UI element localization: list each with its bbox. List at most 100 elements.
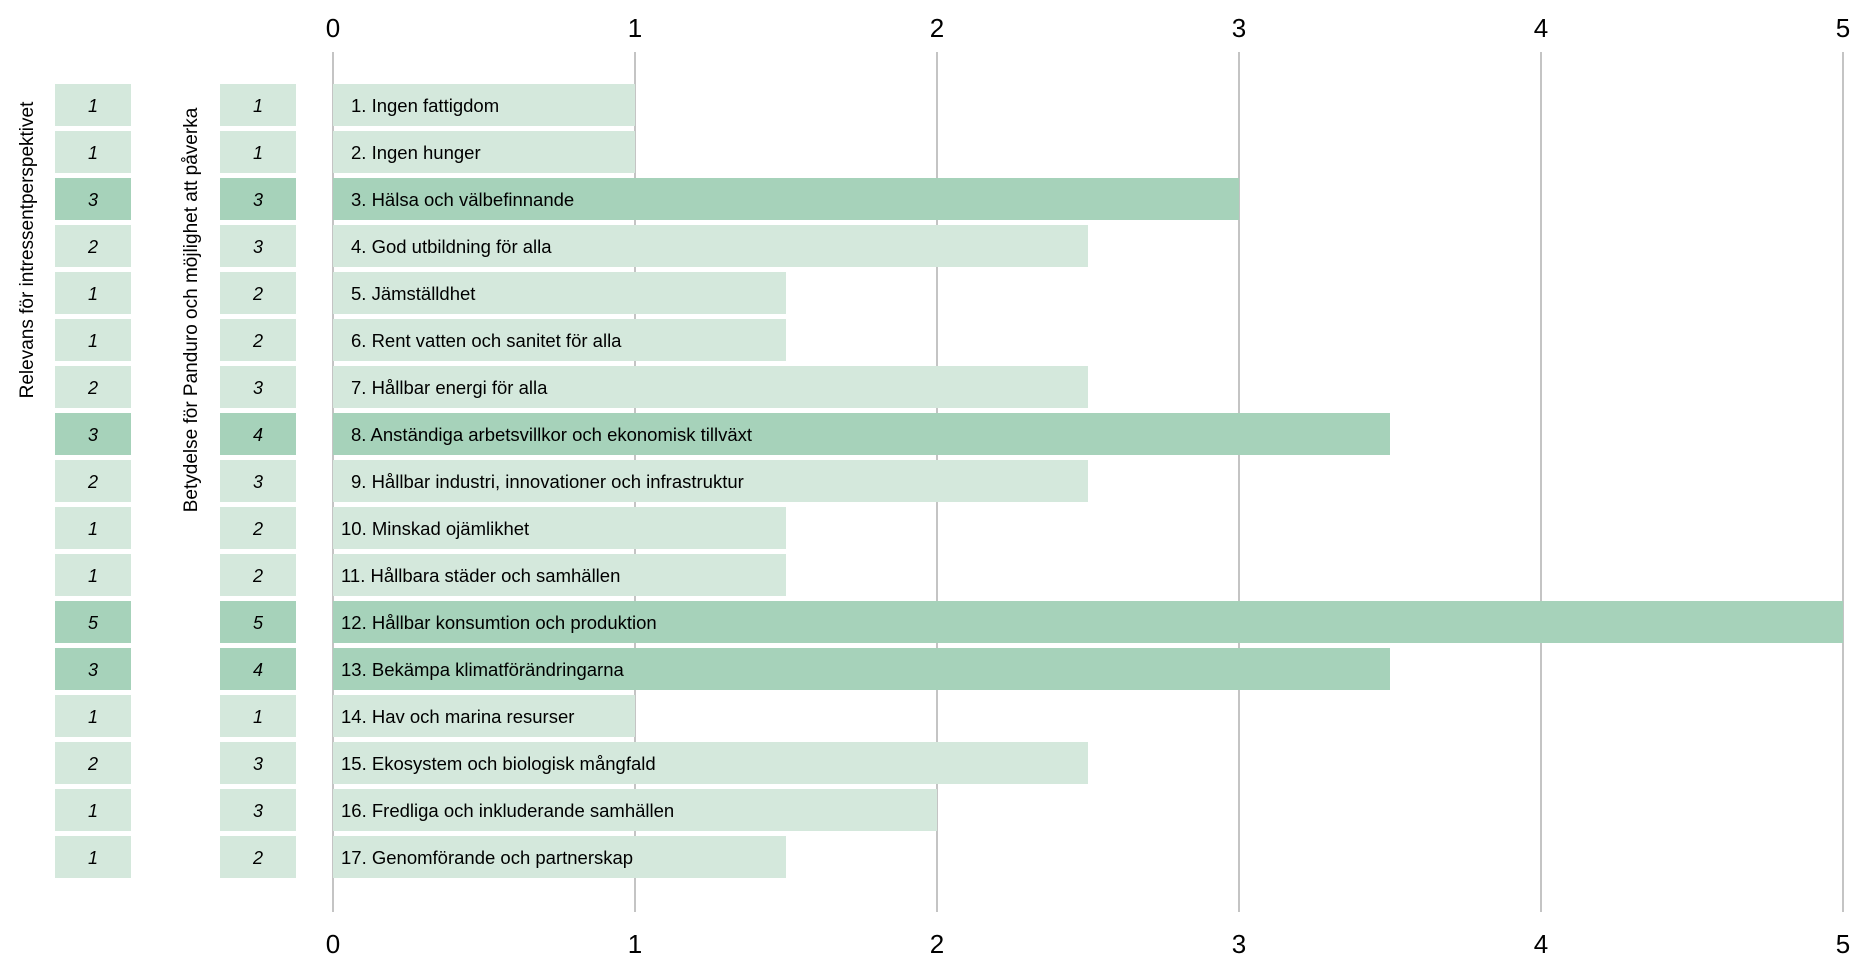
bar — [333, 648, 1390, 690]
x-tick-label: 4 — [1534, 13, 1548, 43]
importance-column: 1 1 3 3 2 2 3 4 3 2 2 5 4 1 3 3 2 — [220, 84, 296, 878]
importance-cell — [220, 742, 296, 784]
relevance-value: 5 — [88, 613, 99, 633]
importance-cell — [220, 554, 296, 596]
importance-value: 1 — [253, 143, 263, 163]
relevance-value: 2 — [87, 378, 98, 398]
importance-value: 3 — [253, 237, 263, 257]
bar-label: 16. Fredliga och inkluderande samhällen — [341, 800, 674, 821]
x-axis-bottom-ticks: 0 1 2 3 4 5 — [326, 929, 1850, 955]
bar — [333, 507, 786, 549]
importance-cell — [220, 648, 296, 690]
relevance-value: 1 — [88, 143, 98, 163]
x-tick-label: 1 — [628, 13, 642, 43]
x-tick-label: 3 — [1232, 929, 1246, 955]
relevance-cell — [55, 789, 131, 831]
bar-label: 11. Hållbara städer och samhällen — [341, 565, 620, 586]
x-tick-label: 2 — [930, 13, 944, 43]
relevance-cell — [55, 272, 131, 314]
importance-cell — [220, 460, 296, 502]
relevance-cell — [55, 648, 131, 690]
relevance-value: 2 — [87, 472, 98, 492]
relevance-value: 3 — [88, 425, 98, 445]
x-tick-label: 0 — [326, 929, 340, 955]
importance-value: 2 — [252, 519, 263, 539]
importance-value: 2 — [252, 566, 263, 586]
relevance-cell — [55, 366, 131, 408]
importance-value: 4 — [253, 425, 263, 445]
bar-label: 2. Ingen hunger — [351, 142, 481, 163]
relevance-cell — [55, 460, 131, 502]
relevance-value: 1 — [88, 96, 98, 116]
x-tick-label: 5 — [1836, 929, 1850, 955]
bars: 1. Ingen fattigdom 2. Ingen hunger 3. Häls… — [333, 84, 1843, 878]
relevance-value: 1 — [88, 284, 98, 304]
bar — [333, 836, 786, 878]
bar — [333, 413, 1390, 455]
bar-label: 9. Hållbar industri, innovationer och in… — [351, 471, 744, 492]
relevance-value: 2 — [87, 237, 98, 257]
relevance-cell — [55, 131, 131, 173]
bar — [333, 789, 937, 831]
relevance-cell — [55, 742, 131, 784]
bar — [333, 601, 1843, 643]
importance-cell — [220, 601, 296, 643]
importance-cell — [220, 319, 296, 361]
importance-value: 1 — [253, 707, 263, 727]
x-tick-label: 1 — [628, 929, 642, 955]
importance-cell — [220, 413, 296, 455]
bar-label: 4. God utbildning för alla — [351, 236, 552, 257]
bar-label: 1. Ingen fattigdom — [351, 95, 499, 116]
bar — [333, 84, 635, 126]
bar — [333, 131, 635, 173]
relevance-cell — [55, 601, 131, 643]
importance-value: 1 — [253, 96, 263, 116]
relevance-cell — [55, 695, 131, 737]
relevance-cell — [55, 836, 131, 878]
bar-label: 10. Minskad ojämlikhet — [341, 518, 529, 539]
bar-label: 15. Ekosystem och biologisk mångfald — [341, 753, 656, 774]
x-tick-label: 0 — [326, 13, 340, 43]
importance-value: 2 — [252, 331, 263, 351]
relevance-value: 1 — [88, 331, 98, 351]
importance-value: 5 — [253, 613, 264, 633]
bar — [333, 366, 1088, 408]
importance-value: 2 — [252, 848, 263, 868]
x-tick-label: 5 — [1836, 13, 1850, 43]
importance-cell — [220, 178, 296, 220]
relevance-value: 2 — [87, 754, 98, 774]
bar-label: 3. Hälsa och välbefinnande — [351, 189, 574, 210]
relevance-column: 1 1 3 2 1 1 2 3 2 1 1 5 3 1 2 1 1 — [55, 84, 131, 878]
importance-cell — [220, 695, 296, 737]
bar — [333, 225, 1088, 267]
bar-label: 7. Hållbar energi för alla — [351, 377, 548, 398]
relevance-value: 1 — [88, 707, 98, 727]
relevance-value: 3 — [88, 190, 98, 210]
relevance-cell — [55, 554, 131, 596]
importance-value: 2 — [252, 284, 263, 304]
relevance-cell — [55, 178, 131, 220]
relevance-cell — [55, 413, 131, 455]
importance-cell — [220, 131, 296, 173]
bar-label: 14. Hav och marina resurser — [341, 706, 574, 727]
importance-value: 3 — [253, 378, 263, 398]
x-axis-top-ticks: 0 1 2 3 4 5 — [326, 13, 1850, 43]
bar — [333, 695, 635, 737]
importance-cell — [220, 507, 296, 549]
importance-value: 3 — [253, 472, 263, 492]
importance-cell — [220, 225, 296, 267]
relevance-cell — [55, 319, 131, 361]
relevance-column-label: Relevans för intressentperspektivet — [17, 101, 38, 398]
bar-label: 12. Hållbar konsumtion och produktion — [341, 612, 657, 633]
x-tick-label: 3 — [1232, 13, 1246, 43]
importance-cell — [220, 836, 296, 878]
importance-cell — [220, 789, 296, 831]
bar-label: 8. Anständiga arbetsvillkor och ekonomis… — [351, 424, 752, 445]
x-tick-label: 2 — [930, 929, 944, 955]
relevance-cell — [55, 84, 131, 126]
bar-label: 6. Rent vatten och sanitet för alla — [351, 330, 622, 351]
relevance-value: 1 — [88, 848, 98, 868]
relevance-cell — [55, 507, 131, 549]
relevance-value: 1 — [88, 566, 98, 586]
